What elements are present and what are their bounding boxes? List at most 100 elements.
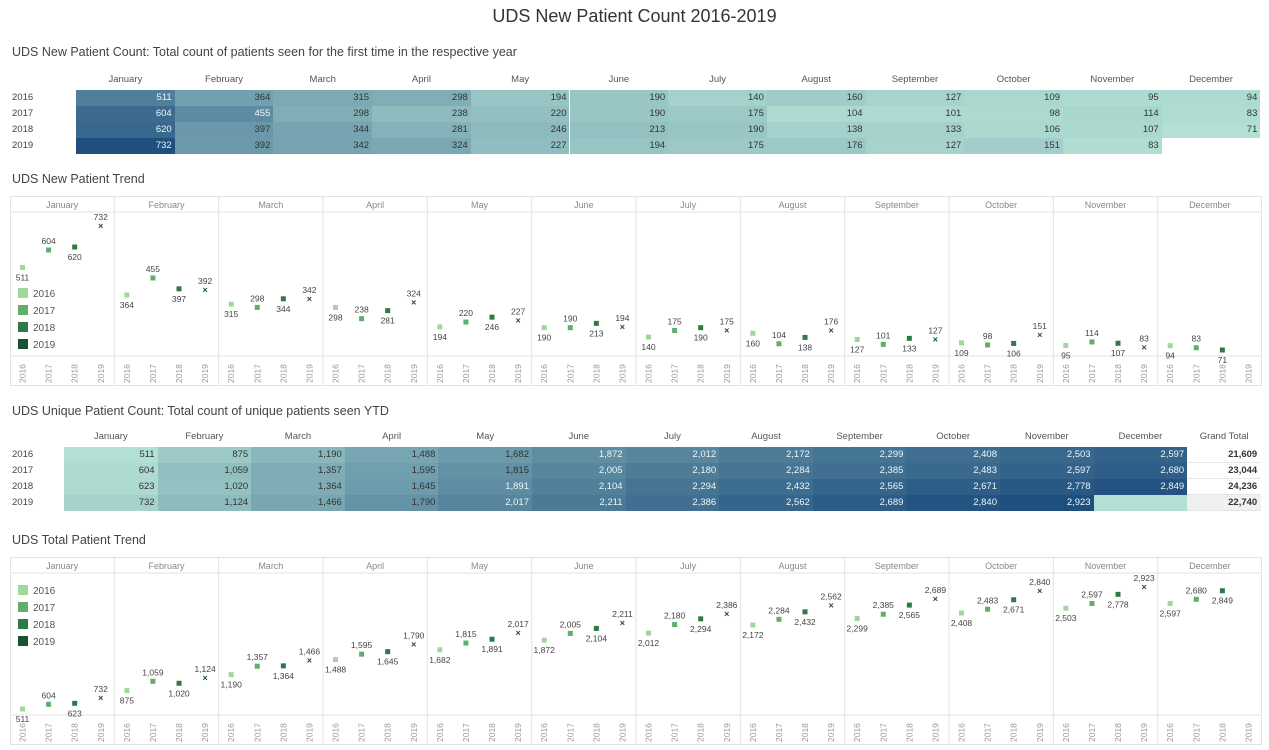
year-tick-label: 2018	[1009, 364, 1019, 383]
data-label: 2,671	[1003, 605, 1025, 615]
month-label: February	[148, 561, 185, 571]
data-label: 1,020	[168, 688, 190, 698]
month-label: December	[1189, 200, 1231, 210]
data-point: ×	[98, 693, 103, 703]
month-header: November	[1090, 74, 1135, 85]
data-point	[333, 304, 339, 310]
month-header: March	[284, 431, 312, 442]
unique-count-title: UDS Unique Patient Count: Total count of…	[12, 404, 389, 418]
data-label: 1,059	[142, 667, 164, 677]
heatmap-cell: 620	[76, 122, 175, 138]
heatmap-cell: 281	[372, 122, 471, 138]
heatmap-cell: 1,682	[438, 447, 532, 463]
legend-swatch	[18, 339, 28, 349]
year-tick-label: 2017	[983, 723, 993, 742]
data-point: ×	[1141, 343, 1146, 353]
year-tick-label: 2019	[96, 364, 106, 383]
data-label: 392	[198, 276, 212, 286]
data-point	[1219, 347, 1225, 353]
data-label: 176	[824, 316, 838, 326]
month-header: July	[709, 74, 726, 85]
heatmap-cell: 114	[1063, 106, 1162, 122]
data-point	[124, 292, 130, 298]
grand-total-header: Grand Total	[1199, 431, 1249, 442]
heatmap-cell: 127	[865, 138, 965, 154]
year-tick-label: 2017	[878, 364, 888, 383]
month-label: June	[574, 561, 594, 571]
heatmap-cell: 455	[174, 106, 274, 122]
month-header: May	[476, 431, 495, 442]
data-label: 2,680	[1186, 585, 1208, 595]
heatmap-cell: 104	[766, 106, 866, 122]
year-tick-label: 2018	[696, 723, 706, 742]
data-label: 107	[1111, 348, 1125, 358]
data-label: 620	[68, 252, 82, 262]
data-label: 1,124	[194, 664, 216, 674]
year-tick-label: 2017	[44, 723, 54, 742]
data-point	[1167, 600, 1173, 606]
heatmap-cell: 315	[273, 90, 373, 106]
year-tick-label: 2018	[696, 364, 706, 383]
heatmap-cell: 397	[174, 122, 274, 138]
heatmap-cell: 1,595	[344, 463, 439, 479]
data-point	[776, 616, 782, 622]
year-tick-label: 2017	[44, 364, 54, 383]
year-tick-label: 2017	[252, 364, 262, 383]
data-point: ×	[307, 294, 312, 304]
heatmap-cell: 175	[668, 138, 767, 154]
data-point	[672, 327, 678, 333]
year-tick-label: 2019	[722, 723, 732, 742]
data-label: 2,778	[1107, 599, 1129, 609]
data-label: 83	[1192, 334, 1202, 344]
year-tick-label: 2016	[226, 364, 236, 383]
new-count-title: UDS New Patient Count: Total count of pa…	[12, 45, 517, 59]
heatmap-cell: 604	[64, 463, 158, 479]
data-point: ×	[620, 618, 625, 628]
year-tick-label: 2018	[383, 364, 393, 383]
year-tick-label: 2017	[983, 364, 993, 383]
data-label: 344	[276, 304, 290, 314]
data-label: 298	[250, 293, 264, 303]
data-label: 190	[537, 333, 551, 343]
data-label: 194	[615, 313, 629, 323]
data-point	[854, 616, 860, 622]
heatmap-cell: 133	[865, 122, 965, 138]
heatmap-cell: 2,689	[812, 495, 907, 511]
legend-swatch	[18, 322, 28, 332]
data-point	[1063, 342, 1069, 348]
data-point	[1063, 605, 1069, 611]
data-point: ×	[515, 316, 520, 326]
year-tick-label: 2017	[1191, 723, 1201, 742]
data-label: 315	[224, 309, 238, 319]
legend-swatch	[18, 619, 28, 629]
heatmap-cell: 194	[569, 138, 669, 154]
data-point: ×	[724, 609, 729, 619]
heatmap-cell: 2,386	[625, 495, 720, 511]
data-label: 220	[459, 308, 473, 318]
year-tick-label: 2018	[800, 723, 810, 742]
month-label: September	[875, 200, 919, 210]
data-label: 298	[328, 312, 342, 322]
data-point: ×	[1037, 586, 1042, 596]
month-header: April	[411, 74, 431, 85]
heatmap-cell: 138	[766, 122, 866, 138]
data-label: 455	[146, 264, 160, 274]
year-tick-label: 2016	[122, 364, 132, 383]
data-label: 109	[954, 348, 968, 358]
year-tick-label: 2017	[565, 364, 575, 383]
month-label: November	[1085, 200, 1127, 210]
heatmap-cell: 2,408	[906, 447, 1000, 463]
heatmap-cell: 2,012	[625, 447, 720, 463]
data-point	[176, 680, 182, 686]
year-tick-label: 2018	[904, 364, 914, 383]
month-header: December	[1118, 431, 1163, 442]
data-point	[1167, 343, 1173, 349]
month-header: August	[801, 74, 832, 85]
heatmap-cell: 140	[668, 90, 767, 106]
heatmap-cell: 1,124	[157, 495, 252, 511]
data-label: 127	[928, 325, 942, 335]
heatmap-cell: 1,466	[251, 495, 345, 511]
year-tick-label: 2019	[1139, 723, 1149, 742]
legend-label: 2019	[33, 340, 56, 351]
data-point	[1089, 339, 1095, 345]
